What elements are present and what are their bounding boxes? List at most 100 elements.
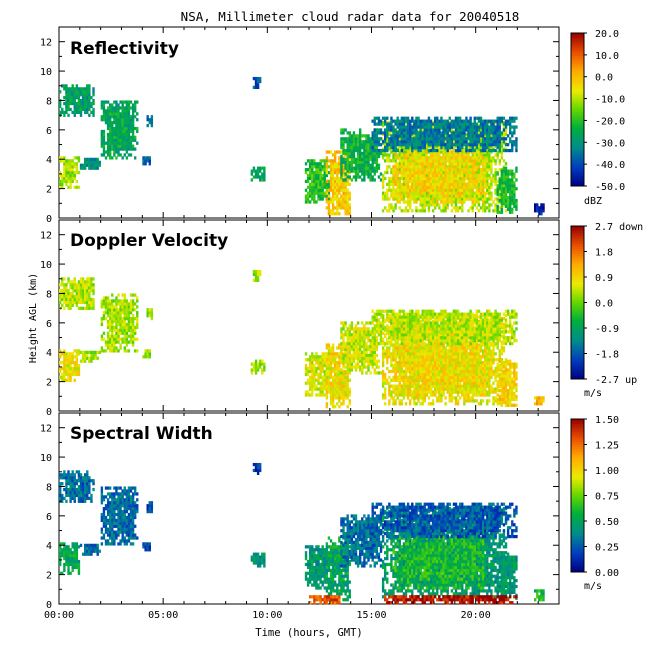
echo-cell <box>129 100 133 104</box>
echo-cell <box>431 146 435 150</box>
echo-cell <box>494 209 497 213</box>
echo-cell <box>334 363 337 368</box>
echo-cell <box>448 179 451 184</box>
echo-cell <box>448 143 451 147</box>
echo-cell <box>448 200 451 204</box>
echo-cell <box>131 328 135 332</box>
echo-cell <box>117 150 120 154</box>
echo-cell <box>486 125 489 129</box>
colorbar-segment <box>571 155 584 159</box>
echo-cell <box>406 165 410 169</box>
colorbar-segment <box>571 99 584 103</box>
echo-cell <box>498 116 501 120</box>
echo-cell <box>434 200 437 204</box>
echo-cell <box>471 143 474 147</box>
echo-cell <box>117 302 120 306</box>
echo-cell <box>384 128 387 132</box>
echo-cell <box>125 144 129 148</box>
echo-cell <box>119 123 122 128</box>
echo-cell <box>452 168 456 172</box>
echo-cell <box>131 109 135 113</box>
echo-cell <box>127 126 131 131</box>
echo-cell <box>369 178 372 182</box>
echo-cell <box>448 182 451 186</box>
echo-cell <box>431 185 435 189</box>
echo-cell <box>461 134 464 138</box>
echo-cell <box>329 355 333 359</box>
echo-cell <box>311 168 314 172</box>
echo-cell <box>454 140 458 144</box>
echo-cell <box>475 191 479 195</box>
echo-cell <box>406 146 410 150</box>
echo-cell <box>336 372 339 377</box>
colorbar-tick-label: -10.0 <box>595 95 625 106</box>
echo-cell <box>63 349 66 353</box>
echo-cell <box>444 168 447 172</box>
echo-cell <box>417 153 420 157</box>
echo-cell <box>504 137 508 141</box>
echo-cell <box>496 210 499 214</box>
echo-cell <box>452 165 456 169</box>
echo-cell <box>454 191 458 195</box>
echo-cell <box>538 206 541 210</box>
echo-cell <box>88 359 91 363</box>
echo-cell <box>490 128 493 132</box>
echo-cell <box>63 173 66 178</box>
echo-cell <box>423 200 426 204</box>
echo-cell <box>131 308 135 312</box>
echo-cell <box>329 375 333 379</box>
echo-cell <box>425 147 429 151</box>
echo-cell <box>327 165 331 169</box>
echo-cell <box>125 150 129 154</box>
echo-cell <box>340 182 343 186</box>
echo-cell <box>429 159 433 163</box>
echo-cell <box>492 159 495 163</box>
echo-cell <box>404 119 408 123</box>
echo-cell <box>342 140 345 144</box>
echo-cell <box>498 187 501 191</box>
echo-cell <box>331 188 335 192</box>
echo-cell <box>404 128 408 132</box>
echo-cell <box>67 173 70 178</box>
echo-cell <box>134 302 137 306</box>
echo-cell <box>461 176 464 181</box>
echo-cell <box>109 132 112 137</box>
echo-cell <box>311 363 314 368</box>
echo-cell <box>342 182 345 186</box>
echo-cell <box>344 191 347 195</box>
echo-cell <box>461 156 464 160</box>
echo-cell <box>471 179 474 184</box>
echo-cell <box>104 308 108 312</box>
echo-cell <box>421 188 424 192</box>
echo-cell <box>481 153 485 157</box>
echo-cell <box>477 176 481 181</box>
echo-cell <box>142 159 145 163</box>
echo-cell <box>121 302 124 306</box>
echo-cell <box>421 146 424 150</box>
echo-cell <box>90 277 93 281</box>
echo-cell <box>106 123 110 128</box>
echo-cell <box>334 352 337 356</box>
echo-cell <box>371 140 374 144</box>
echo-cell <box>427 173 431 178</box>
echo-cell <box>425 165 429 169</box>
echo-cell <box>461 162 464 166</box>
echo-cell <box>71 101 74 106</box>
echo-cell <box>365 151 368 156</box>
echo-cell <box>338 197 341 201</box>
echo-cell <box>486 170 489 175</box>
echo-cell <box>446 206 449 210</box>
echo-cell <box>115 100 118 104</box>
echo-cell <box>498 198 501 203</box>
echo-cell <box>113 135 116 139</box>
echo-cell <box>496 187 499 191</box>
echo-cell <box>411 146 414 150</box>
echo-cell <box>109 346 112 350</box>
echo-cell <box>67 355 70 359</box>
echo-cell <box>69 107 72 112</box>
echo-cell <box>84 286 87 290</box>
echo-cell <box>477 137 481 141</box>
echo-cell <box>65 84 68 88</box>
echo-cell <box>65 159 68 163</box>
echo-cell <box>450 150 454 154</box>
